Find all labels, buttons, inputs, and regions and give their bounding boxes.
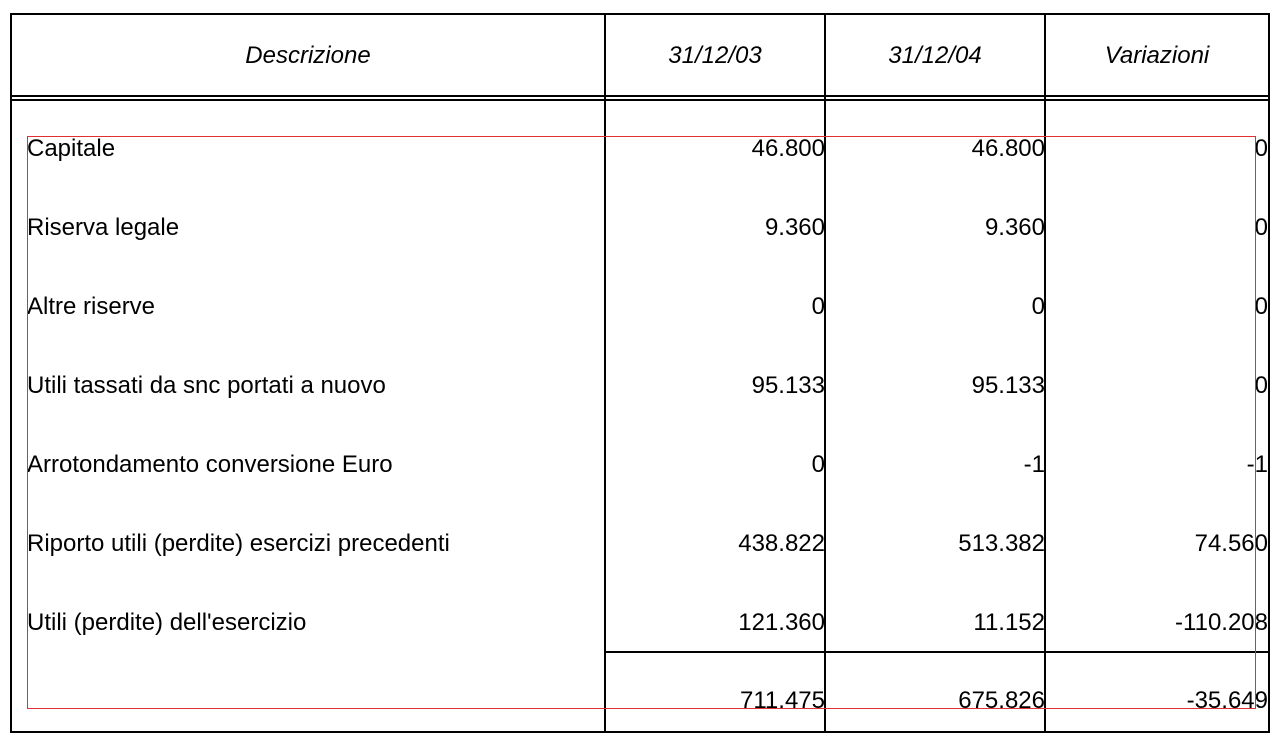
header-31-12-04: 31/12/04: [888, 42, 982, 69]
column-divider-2: [824, 15, 826, 731]
row-label: Utili (perdite) dell'esercizio: [27, 609, 307, 636]
table-row: Altre riserve 0 0 0: [12, 287, 1268, 327]
table-row: Riporto utili (perdite) esercizi precede…: [12, 524, 1268, 564]
header-variazioni: Variazioni: [1104, 42, 1210, 69]
header-rule-top: [12, 95, 1268, 97]
value-variation: 0: [1254, 135, 1268, 162]
row-label: Arrotondamento conversione Euro: [27, 451, 393, 478]
value-2004: 95.133: [971, 372, 1045, 399]
value-2004: 9.360: [984, 214, 1045, 241]
header-31-12-03: 31/12/03: [668, 42, 762, 69]
value-variation: 0: [1254, 214, 1268, 241]
table-row: Riserva legale 9.360 9.360 0: [12, 208, 1268, 248]
table-row: Arrotondamento conversione Euro 0 -1 -1: [12, 445, 1268, 485]
value-2004: 0: [1031, 293, 1045, 320]
value-2004: -1: [1023, 451, 1045, 478]
column-divider-3: [1044, 15, 1046, 731]
header-rule-bottom: [12, 99, 1268, 101]
total-2003: 711.475: [740, 687, 825, 714]
equity-table: Descrizione 31/12/03 31/12/04 Variazioni…: [10, 13, 1270, 733]
total-2004: 675.826: [958, 687, 1045, 714]
row-label: Riserva legale: [27, 214, 180, 241]
value-variation: 0: [1254, 293, 1268, 320]
column-divider-1: [604, 15, 606, 731]
row-label: Altre riserve: [27, 293, 156, 320]
row-label: Riporto utili (perdite) esercizi precede…: [27, 530, 450, 557]
table-row: Utili (perdite) dell'esercizio 121.360 1…: [12, 603, 1268, 643]
total-row: 711.475 675.826 -35.649: [12, 681, 1268, 721]
row-label: Utili tassati da snc portati a nuovo: [27, 372, 386, 399]
value-2003: 121.360: [738, 609, 825, 636]
value-variation: -110.208: [1175, 609, 1268, 636]
value-2003: 438.822: [738, 530, 825, 557]
value-variation: 0: [1254, 372, 1268, 399]
value-2003: 46.800: [751, 135, 825, 162]
total-variation: -35.649: [1186, 687, 1268, 714]
value-variation: -1: [1246, 451, 1268, 478]
value-2003: 9.360: [764, 214, 825, 241]
value-variation: 74.560: [1194, 530, 1268, 557]
table-row: Utili tassati da snc portati a nuovo 95.…: [12, 366, 1268, 406]
value-2004: 11.152: [973, 609, 1045, 636]
value-2004: 513.382: [958, 530, 1045, 557]
value-2003: 0: [811, 293, 825, 320]
header-descrizione: Descrizione: [245, 42, 371, 69]
value-2004: 46.800: [971, 135, 1045, 162]
total-rule: [606, 651, 1268, 653]
table-row: Capitale 46.800 46.800 0: [12, 129, 1268, 169]
value-2003: 0: [811, 451, 825, 478]
row-label: Capitale: [27, 135, 116, 162]
value-2003: 95.133: [751, 372, 825, 399]
